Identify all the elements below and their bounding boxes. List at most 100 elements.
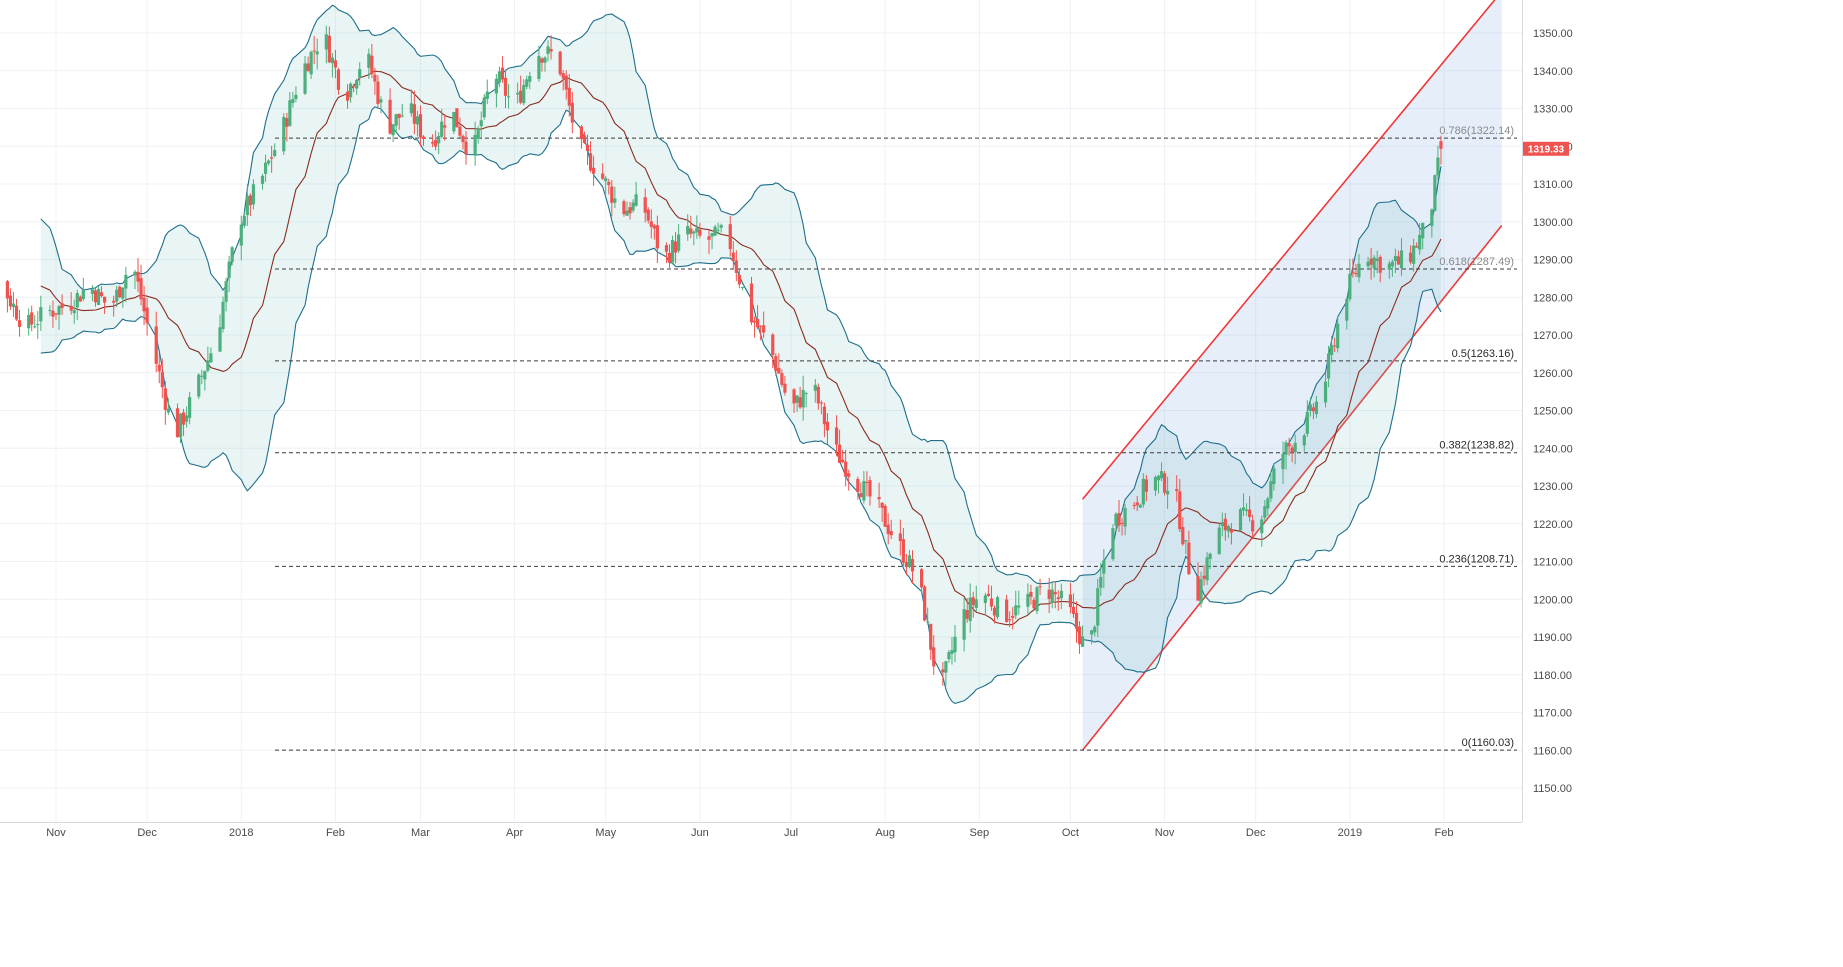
- candlestick-series: [5, 25, 1443, 686]
- candle-body: [1099, 576, 1103, 588]
- candle-body: [1093, 626, 1097, 633]
- candle-body: [932, 647, 936, 667]
- candle-body: [1302, 435, 1306, 446]
- candle-body: [1293, 442, 1297, 453]
- candle-body: [670, 239, 675, 263]
- candle-body: [646, 209, 650, 221]
- candle-body: [8, 295, 13, 307]
- x-tick-label: Jul: [784, 827, 798, 839]
- candle-body: [1412, 245, 1416, 264]
- candle-body: [39, 306, 43, 322]
- candle-body: [1202, 575, 1206, 579]
- fib-level-label: 0.786(1322.14): [1439, 125, 1514, 137]
- candle-body: [625, 210, 629, 216]
- candle-body: [841, 459, 845, 463]
- candle-body: [986, 593, 991, 597]
- candle-body: [1323, 381, 1328, 403]
- candle-body: [564, 75, 568, 90]
- candle-body: [965, 610, 969, 619]
- candle-body: [561, 73, 565, 79]
- candle-body: [503, 77, 508, 96]
- candle-body: [1415, 245, 1419, 248]
- candle-body: [889, 531, 893, 536]
- candle-body: [883, 505, 887, 527]
- candle-body: [175, 408, 180, 438]
- candle-body: [652, 225, 656, 229]
- candle-body: [1330, 345, 1334, 356]
- candle-body: [306, 63, 310, 72]
- candle-body: [33, 326, 37, 328]
- channel-upper-line: [1081, 0, 1496, 500]
- candle-body: [431, 142, 435, 144]
- x-tick-label: Feb: [1435, 827, 1454, 839]
- candle-body: [607, 181, 611, 186]
- y-tick-label: 1230.00: [1533, 481, 1573, 493]
- bollinger-basis: [40, 70, 1442, 626]
- candle-body: [112, 300, 116, 303]
- candle-body: [522, 84, 526, 104]
- candle-body: [166, 408, 170, 413]
- candle-body: [1248, 509, 1252, 517]
- candle-body: [273, 150, 277, 156]
- candle-body: [549, 48, 553, 52]
- candle-body: [36, 324, 40, 326]
- candle-body: [962, 609, 966, 640]
- candle-body: [373, 74, 377, 82]
- candle-body: [1074, 612, 1079, 629]
- candle-body: [1017, 605, 1021, 608]
- candle-body: [968, 597, 972, 622]
- candle-body: [719, 225, 723, 228]
- y-tick-label: 1350.00: [1533, 28, 1573, 40]
- candle-body: [1114, 513, 1118, 526]
- y-tick-label: 1190.00: [1533, 632, 1572, 644]
- y-tick-label: 1340.00: [1533, 66, 1573, 78]
- candle-body: [1144, 479, 1148, 492]
- candle-body: [1141, 478, 1145, 505]
- candle-body: [1008, 619, 1012, 621]
- candle-body: [579, 126, 584, 140]
- candle-body: [1153, 477, 1158, 491]
- candle-body: [910, 559, 915, 572]
- candle-body: [774, 356, 778, 371]
- candle-body: [880, 502, 884, 508]
- candle-body: [777, 367, 781, 374]
- candle-body: [1308, 404, 1312, 411]
- candle-body: [698, 229, 702, 236]
- candle-body: [649, 221, 653, 227]
- candle-body: [206, 360, 210, 371]
- candle-body: [1035, 587, 1039, 612]
- fib-level-label: 0(1160.03): [1462, 737, 1514, 749]
- candle-body: [506, 96, 511, 98]
- x-tick-label: Dec: [1246, 827, 1266, 839]
- candle-body: [154, 326, 158, 364]
- candle-body: [1372, 257, 1376, 269]
- candle-body: [1439, 141, 1443, 149]
- candle-body: [303, 63, 307, 94]
- candle-body: [409, 103, 413, 114]
- candle-body: [115, 289, 119, 302]
- candle-body: [1132, 505, 1136, 507]
- candle-body: [613, 198, 617, 203]
- candle-body: [1366, 261, 1370, 267]
- candle-body: [142, 297, 146, 312]
- candle-body: [327, 35, 331, 63]
- candle-body: [588, 153, 593, 171]
- candle-body: [591, 167, 596, 174]
- candle-body: [1175, 488, 1179, 492]
- y-tick-label: 1290.00: [1533, 255, 1573, 267]
- candle-body: [995, 597, 1000, 618]
- y-tick-label: 1210.00: [1533, 557, 1573, 569]
- candle-body: [464, 141, 468, 155]
- candle-body: [862, 481, 866, 501]
- candle-body: [1187, 542, 1191, 575]
- x-tick-label: 2019: [1338, 827, 1362, 839]
- candle-body: [898, 533, 902, 542]
- candle-body: [124, 274, 128, 289]
- candle-body: [245, 196, 249, 216]
- candle-body: [455, 108, 459, 128]
- candle-body: [336, 69, 341, 90]
- candle-body: [263, 162, 268, 174]
- candle-body: [1166, 490, 1170, 495]
